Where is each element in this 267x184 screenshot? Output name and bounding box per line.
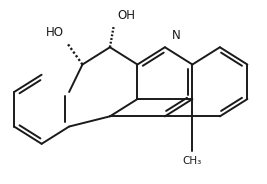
Text: HO: HO bbox=[46, 26, 64, 39]
Text: OH: OH bbox=[117, 9, 135, 22]
Text: CH₃: CH₃ bbox=[183, 156, 202, 166]
Text: N: N bbox=[172, 29, 181, 42]
